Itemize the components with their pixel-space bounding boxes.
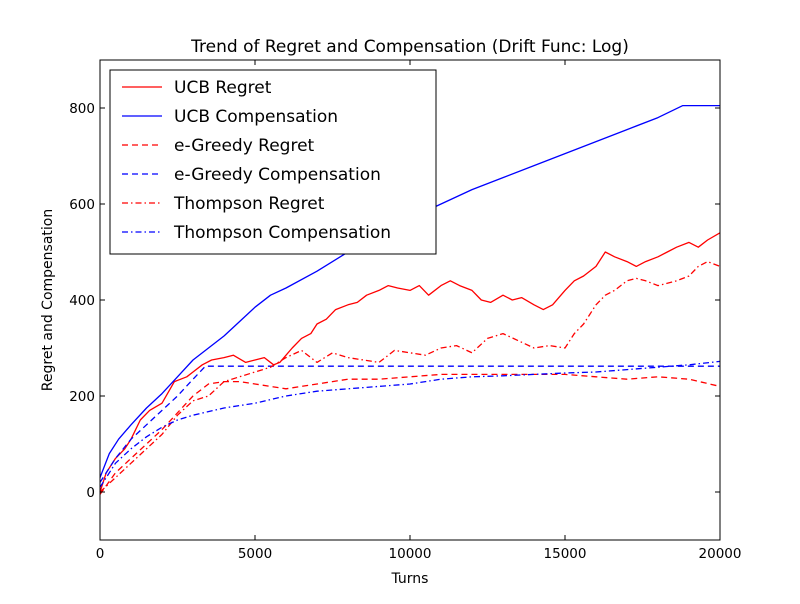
legend-box (109, 69, 437, 255)
legend-label-3: e-Greedy Compensation (174, 165, 381, 185)
legend-label-2: e-Greedy Regret (174, 136, 315, 156)
series-line-1 (99, 104, 720, 478)
y-axis-label: Regret and Compensation (40, 209, 56, 391)
x-tick-label-2: 10000 (389, 546, 432, 562)
series-line-4 (99, 260, 721, 493)
series-line-0 (99, 232, 721, 493)
series-line-2 (99, 373, 721, 495)
chart-title: Trend of Regret and Compensation (Drift … (190, 37, 629, 57)
y-tick-label-2: 400 (69, 293, 95, 309)
x-axis-label: Turns (391, 571, 429, 587)
legend-label-0: UCB Regret (174, 78, 272, 98)
legend-label-4: Thompson Regret (173, 194, 325, 214)
legend-label-1: UCB Compensation (174, 107, 338, 127)
x-tick-label-1: 5000 (238, 546, 272, 562)
legend-label-5: Thompson Compensation (173, 223, 391, 243)
x-tick-label-4: 20000 (699, 546, 742, 562)
series-line-3 (99, 365, 720, 483)
y-tick-label-0: 0 (86, 485, 95, 501)
tick-layer: 0 5000 10000 15000 20000 0 200 400 600 800 (69, 60, 741, 562)
x-tick-label-0: 0 (96, 546, 105, 562)
y-tick-label-1: 200 (69, 389, 95, 405)
y-tick-label-4: 800 (69, 101, 95, 117)
y-tick-label-3: 600 (69, 197, 95, 213)
x-tick-label-3: 15000 (544, 546, 587, 562)
series-line-5 (99, 360, 721, 488)
legend: UCB Regret UCB Compensation e-Greedy Regre… (109, 69, 437, 255)
series-layer (99, 104, 721, 495)
